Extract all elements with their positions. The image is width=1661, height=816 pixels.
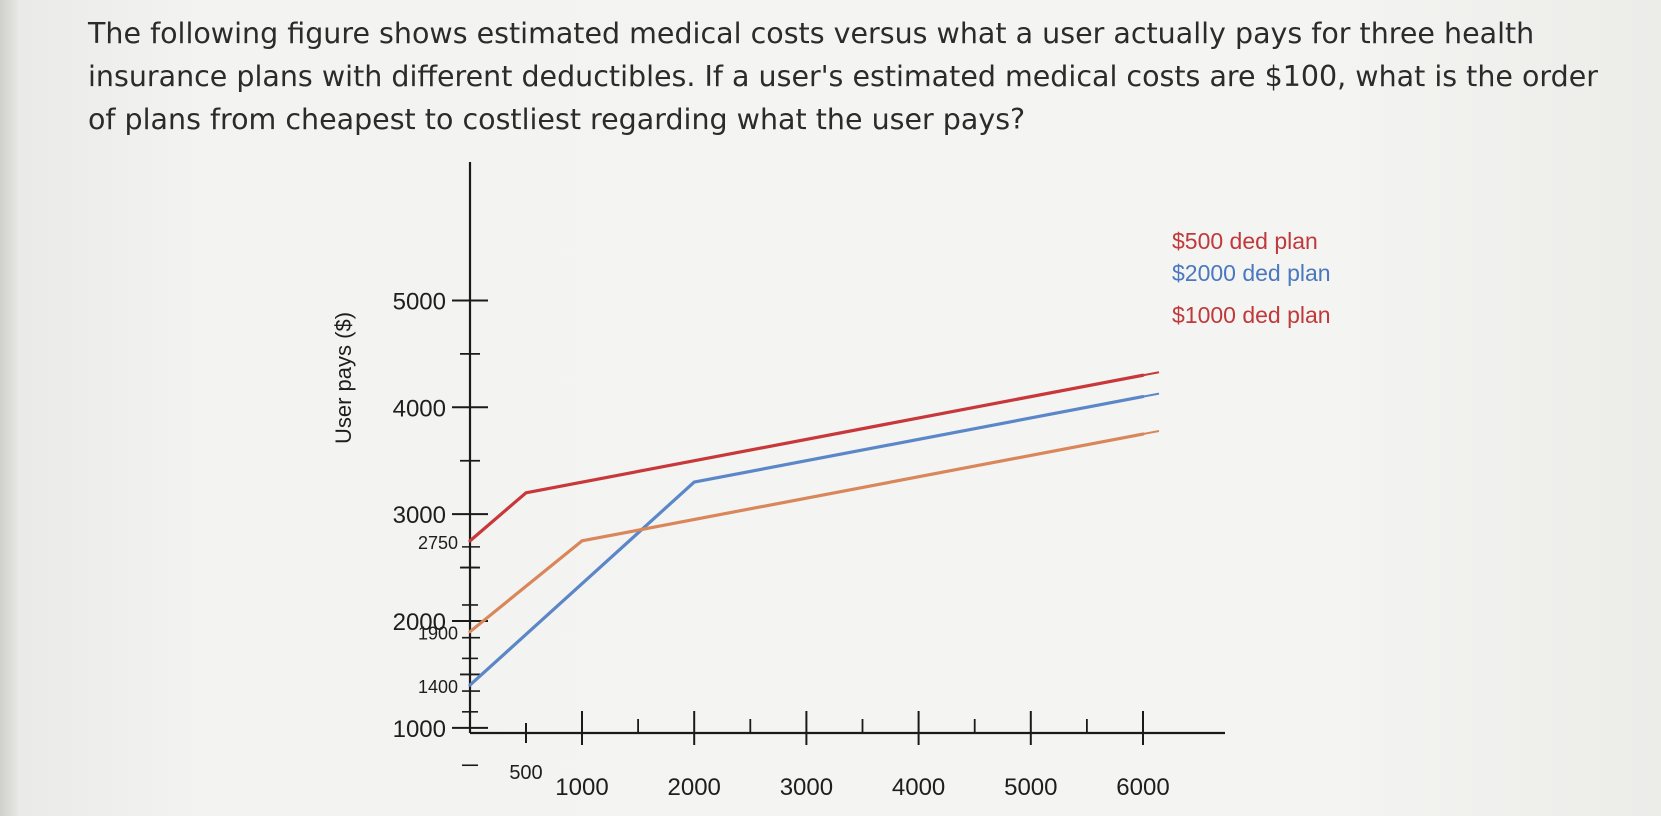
legend-label-0: $500 ded plan <box>1172 228 1318 254</box>
y-tick-label: 1000 <box>393 716 446 743</box>
legend-connector-1 <box>1142 392 1160 398</box>
x-tick-label: 5000 <box>1004 774 1057 801</box>
x-tick-label: 3000 <box>780 774 833 801</box>
series-line-1 <box>468 395 1145 687</box>
legend-connector-2 <box>1142 430 1160 435</box>
x-tick-label: 2000 <box>668 774 721 801</box>
x-tick-label: 500 <box>509 762 542 784</box>
y-annotation-label: 2750 <box>418 533 458 553</box>
y-annotation-label: 1400 <box>418 677 458 697</box>
question-text: The following figure shows estimated med… <box>88 17 1598 136</box>
series-line-0 <box>468 373 1145 543</box>
legend-connector-0 <box>1142 371 1160 377</box>
y-tick-label: 2000 <box>393 609 446 636</box>
x-tick-label: 1000 <box>555 774 608 801</box>
series-line-2 <box>468 432 1145 634</box>
x-tick-label: 4000 <box>892 774 945 801</box>
y-annotation-label: 1900 <box>418 624 458 644</box>
y-tick-label: 3000 <box>393 502 446 529</box>
legend-label-2: $1000 ded plan <box>1172 302 1331 328</box>
y-axis-title: User pays ($) <box>331 312 356 444</box>
y-tick-label: 5000 <box>393 288 446 315</box>
screen-edge <box>0 0 18 816</box>
legend-label-1: $2000 ded plan <box>1172 260 1331 286</box>
x-tick-label: 6000 <box>1116 774 1169 801</box>
y-tick-label: 4000 <box>393 395 446 422</box>
